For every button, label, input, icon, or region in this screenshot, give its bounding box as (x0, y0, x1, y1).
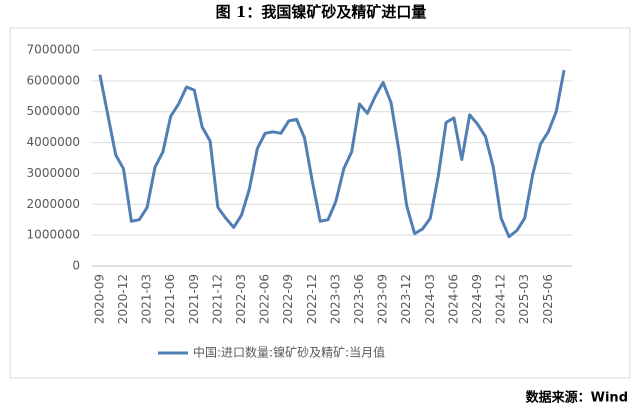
chart-frame (9, 27, 631, 379)
y-tick-label: 4000000 (27, 135, 80, 149)
y-tick-label: 2000000 (27, 197, 80, 211)
y-tick-label: 7000000 (27, 43, 80, 57)
y-tick-label: 3000000 (27, 166, 80, 180)
x-tick-label: 2023-09 (376, 274, 390, 324)
y-tick-label: 6000000 (27, 73, 80, 87)
x-tick-label: 2025-03 (517, 274, 531, 324)
x-tick-label: 2022-06 (258, 274, 272, 324)
x-tick-label: 2022-03 (234, 274, 248, 324)
chart-title: 图 1：我国镍矿砂及精矿进口量 (216, 3, 427, 21)
x-tick-label: 2020-12 (116, 274, 130, 324)
y-tick-label: 0 (72, 259, 80, 273)
x-tick-label: 2021-06 (163, 274, 177, 324)
x-tick-label: 2025-06 (541, 274, 555, 324)
y-tick-label: 5000000 (27, 104, 80, 118)
x-tick-label: 2024-12 (494, 274, 508, 324)
x-tick-label: 2023-06 (352, 274, 366, 324)
x-tick-label: 2024-06 (446, 274, 460, 324)
y-tick-label: 1000000 (27, 228, 80, 242)
x-tick-label: 2022-12 (305, 274, 319, 324)
x-tick-label: 2024-09 (470, 274, 484, 324)
x-tick-label: 2021-03 (140, 274, 154, 324)
legend-label: 中国:进口数量:镍矿砂及精矿:当月值 (193, 345, 385, 360)
x-tick-label: 2024-03 (423, 274, 437, 324)
x-tick-label: 2020-09 (92, 274, 106, 324)
x-tick-label: 2023-03 (328, 274, 342, 324)
x-tick-label: 2022-09 (281, 274, 295, 324)
line-series (98, 69, 566, 239)
x-tick-label: 2023-12 (399, 274, 413, 324)
source: 数据来源：Wind (526, 390, 628, 406)
x-tick-label: 2021-12 (210, 274, 224, 324)
x-tick-label: 2021-09 (187, 274, 201, 324)
